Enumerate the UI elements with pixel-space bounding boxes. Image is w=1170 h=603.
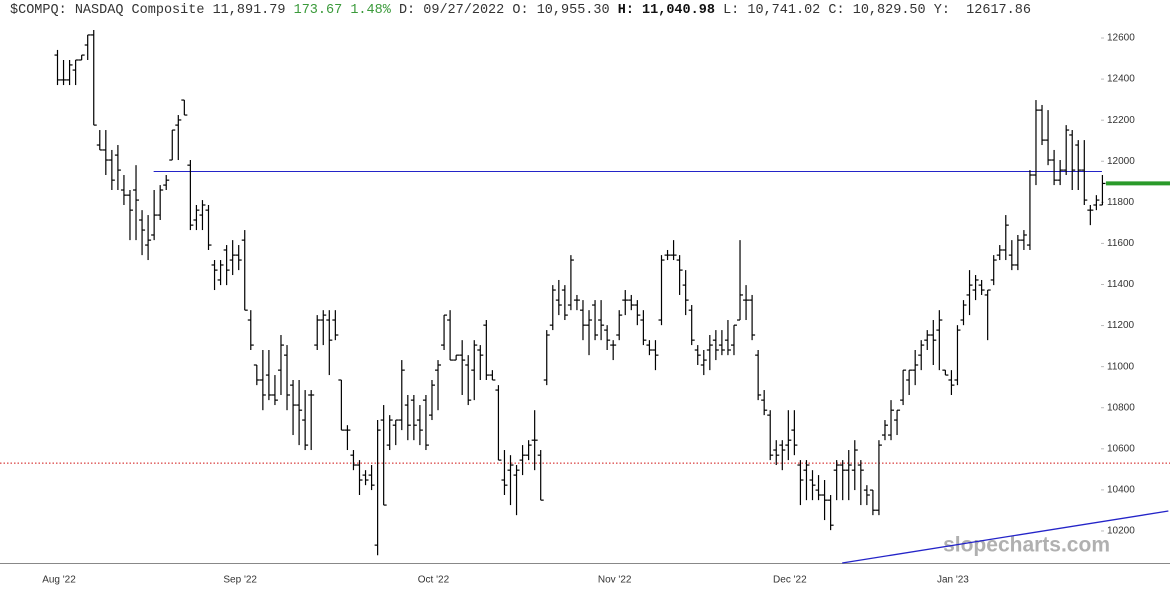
field-label: H: [617,3,634,18]
x-tick-label: Aug '22 [42,575,76,586]
y-tick-label: 12200 [1107,115,1135,126]
field-value: 10,829.50 [852,3,926,18]
trendline [842,510,1169,564]
field-value: 09/27/2022 [423,3,505,18]
y-tick-label: 12600 [1107,33,1135,44]
x-tick-label: Sep '22 [223,575,257,586]
x-tick-label: Nov '22 [598,575,632,586]
y-tick-label: 12400 [1107,74,1135,85]
y-tick-label: 11200 [1107,320,1135,331]
field-value: 10,741.02 [747,3,821,18]
y-tick-label: 11600 [1107,238,1135,249]
change: 173.67 [293,3,343,18]
y-tick-label: 10600 [1107,443,1135,454]
field-value: 11,040.98 [642,3,715,18]
field-value: 10,955.30 [536,3,610,18]
field-label: C: [828,3,845,18]
y-tick-label: 10200 [1107,526,1135,537]
last-price: 11,891.79 [212,3,286,18]
field: O: 10,955.30 [512,3,609,18]
field: H: 11,040.98 [618,3,715,18]
y-tick-label: 11800 [1107,197,1135,208]
change-pct: 1.48% [350,3,391,18]
field-label: L: [723,3,740,18]
field-label: O: [512,3,529,18]
x-tick-label: Dec '22 [773,575,807,586]
y-tick-label: 11000 [1107,361,1135,372]
field: Y: 12617.86 [934,3,1031,18]
quote-header: $COMPQ: NASDAQ Composite 11,891.79 173.6… [10,3,1031,18]
watermark: slopecharts.com [943,534,1110,557]
field-label: Y: [933,3,950,18]
y-tick-label: 11400 [1107,279,1135,290]
field: D: 09/27/2022 [399,3,504,18]
field: C: 10,829.50 [828,3,925,18]
y-tick-label: 10400 [1107,485,1135,496]
y-tick-label: 12000 [1107,156,1135,167]
field: L: 10,741.02 [723,3,820,18]
field-value: 12617.86 [966,3,1031,18]
field-label: D: [398,3,416,18]
index-name: NASDAQ Composite [74,3,205,18]
x-tick-label: Jan '23 [937,575,969,586]
x-tick-label: Oct '22 [418,575,450,586]
symbol: $COMPQ: [10,3,67,18]
y-tick-label: 10800 [1107,402,1135,413]
